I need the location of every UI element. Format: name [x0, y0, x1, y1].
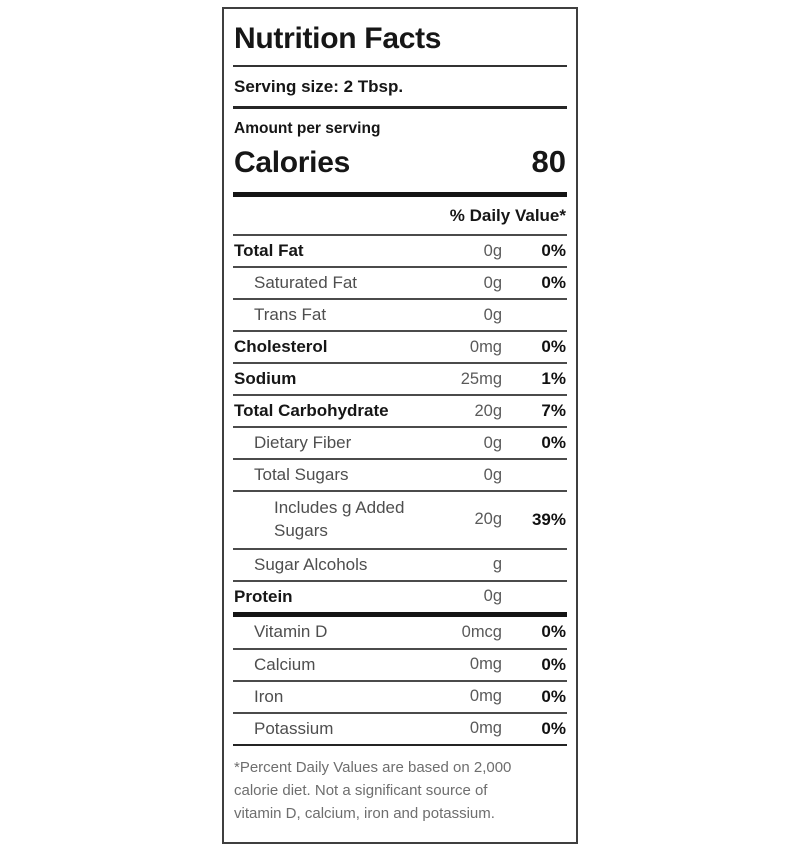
daily-value-percent: 0%: [541, 686, 566, 706]
nutrient-amount: 0mg: [469, 719, 502, 738]
nutrition-facts-title: Nutrition Facts: [233, 9, 567, 67]
nutrient-amount: g: [492, 555, 502, 574]
daily-value-percent: 0%: [541, 654, 566, 674]
nutrient-amount: 0g: [483, 241, 502, 260]
daily-value-percent: 0%: [541, 337, 566, 356]
nutrient-row-total-fat: Total Fat 0g 0%: [233, 234, 567, 266]
nutrient-label: Iron: [254, 686, 284, 706]
footnote-line: vitamin D, calcium, iron and potassium.: [234, 805, 495, 823]
nutrient-amount: 20g: [474, 401, 502, 420]
nutrient-label: Vitamin D: [254, 622, 328, 642]
nutrient-amount: 0g: [483, 433, 502, 452]
nutrient-label: Dietary Fiber: [254, 433, 352, 452]
nutrient-amount: 0mg: [469, 687, 502, 706]
nutrient-amount: 0g: [483, 273, 502, 292]
daily-value-header: % Daily Value*: [449, 206, 566, 225]
footnote-line: calorie diet. Not a significant source o…: [234, 782, 488, 800]
nutrient-row-total-carbohydrate: Total Carbohydrate 20g 7%: [233, 394, 567, 426]
nutrient-label: Total Sugars: [254, 465, 349, 484]
nutrient-label: Total Fat: [234, 241, 304, 260]
nutrient-amount: 20g: [474, 510, 502, 529]
daily-value-percent: 0%: [541, 622, 566, 642]
nutrient-label: Trans Fat: [254, 305, 327, 324]
nutrient-label: Includes g Added Sugars: [274, 498, 405, 540]
nutrient-row-cholesterol: Cholesterol 0mg 0%: [233, 330, 567, 362]
nutrient-row-trans-fat: Trans Fat 0g: [233, 298, 567, 330]
calories-value: 80: [531, 144, 566, 179]
nutrient-row-calcium: Calcium 0mg 0%: [233, 647, 567, 680]
daily-value-percent: 7%: [541, 401, 566, 420]
nutrient-label: Calcium: [254, 654, 316, 674]
nutrient-amount: 25mg: [460, 369, 502, 388]
nutrient-row-sodium: Sodium 25mg 1%: [233, 362, 567, 394]
nutrient-label: Protein: [234, 586, 293, 606]
daily-value-footnote: *Percent Daily Values are based on 2,000…: [233, 743, 567, 840]
nutrient-amount: 0g: [483, 465, 502, 484]
nutrient-row-total-sugars: Total Sugars 0g: [233, 458, 567, 490]
nutrient-label: Sodium: [234, 369, 297, 388]
nutrient-label: Potassium: [254, 718, 334, 738]
nutrient-label: Total Carbohydrate: [234, 401, 389, 420]
thick-divider-top: [233, 192, 567, 197]
daily-value-percent: 0%: [541, 718, 566, 738]
daily-value-percent: 39%: [531, 509, 566, 529]
nutrient-label: Saturated Fat: [254, 273, 358, 292]
daily-value-percent: 0%: [541, 273, 566, 292]
nutrient-amount: 0g: [483, 305, 502, 324]
nutrient-row-added-sugars: Includes g Added Sugars 20g 39%: [233, 490, 567, 548]
nutrient-row-saturated-fat: Saturated Fat 0g 0%: [233, 266, 567, 298]
calories-label: Calories: [234, 146, 350, 179]
calories-row: Calories 80: [233, 140, 567, 192]
daily-value-percent: 1%: [541, 369, 566, 388]
nutrient-amount: 0mcg: [461, 622, 502, 641]
nutrient-amount: 0mg: [469, 655, 502, 674]
nutrient-row-iron: Iron 0mg 0%: [233, 679, 567, 712]
daily-value-percent: 0%: [541, 241, 566, 260]
nutrient-label: Cholesterol: [234, 337, 328, 356]
footnote-line: *Percent Daily Values are based on 2,000: [234, 758, 512, 776]
nutrient-row-sugar-alcohols: Sugar Alcohols g: [233, 547, 567, 580]
nutrient-row-protein: Protein 0g: [233, 579, 567, 612]
serving-size: Serving size: 2 Tbsp.: [233, 67, 567, 109]
amount-per-serving-label: Amount per serving: [234, 120, 381, 137]
nutrient-label: Sugar Alcohols: [254, 554, 368, 574]
nutrient-amount: 0mg: [469, 337, 502, 356]
nutrient-row-dietary-fiber: Dietary Fiber 0g 0%: [233, 426, 567, 458]
daily-value-percent: 0%: [541, 433, 566, 452]
nutrition-facts-label: Nutrition Facts Serving size: 2 Tbsp. Am…: [222, 7, 578, 844]
nutrient-row-vitamin-d: Vitamin D 0mcg 0%: [233, 617, 567, 648]
thick-divider-bottom: [233, 611, 567, 617]
nutrient-row-potassium: Potassium 0mg 0%: [233, 711, 567, 744]
nutrient-amount: 0g: [483, 587, 502, 606]
